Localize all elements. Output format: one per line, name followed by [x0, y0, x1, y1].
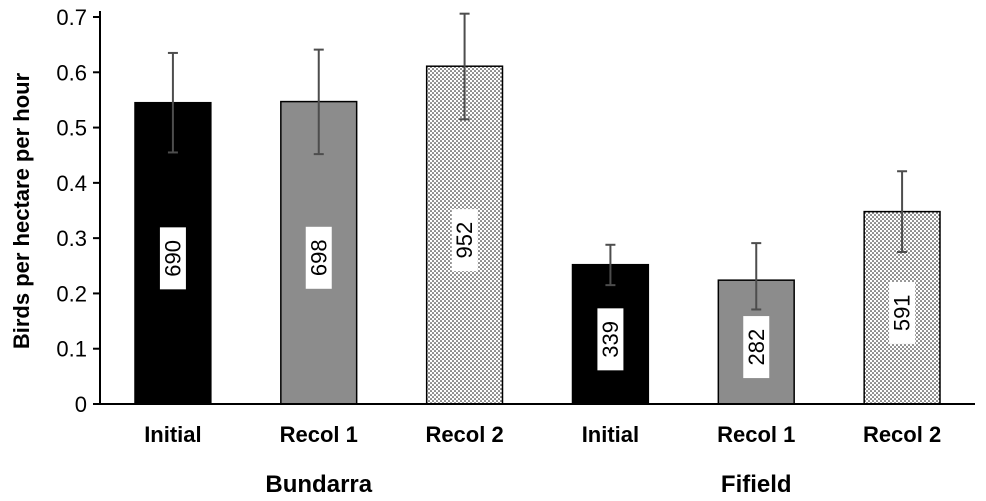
bars-layer: 690 698 952 339 282 591	[134, 12, 941, 405]
y-tick-label: 0.6	[56, 60, 87, 85]
y-axis-title: Birds per hectare per hour	[9, 72, 34, 349]
x-category-label: Recol 1	[717, 422, 795, 447]
x-category-label: Recol 1	[280, 422, 358, 447]
x-category-label: Initial	[144, 422, 201, 447]
x-category-label: Initial	[582, 422, 639, 447]
x-category-label: Recol 2	[863, 422, 941, 447]
count-label-box	[451, 209, 478, 272]
count-label-box	[889, 281, 916, 344]
count-label-box	[159, 227, 186, 290]
y-tick-label: 0.4	[56, 171, 87, 196]
y-tick-label: 0.7	[56, 5, 87, 30]
count-label: 282	[744, 329, 769, 366]
y-tick-label: 0.2	[56, 281, 87, 306]
x-group-label: Fifield	[721, 471, 792, 498]
count-label-box	[743, 316, 770, 379]
y-tick-label: 0.3	[56, 226, 87, 251]
y-tick-label: 0.5	[56, 116, 87, 141]
count-label-box	[597, 308, 624, 371]
y-tick-label: 0.1	[56, 337, 87, 362]
x-group-label: Bundarra	[265, 471, 372, 498]
count-label: 690	[160, 240, 185, 277]
x-category-label: Recol 2	[425, 422, 503, 447]
x-axis: Initial Recol 1 Recol 2 Initial Recol 1 Recol…	[100, 403, 975, 498]
count-label: 952	[452, 222, 477, 259]
count-label: 339	[598, 321, 623, 358]
count-label-box	[305, 226, 332, 289]
count-label: 698	[306, 239, 331, 276]
count-label: 591	[890, 294, 915, 331]
y-axis: 0 0.1 0.2 0.3 0.4 0.5 0.6 0.7	[56, 5, 101, 417]
y-tick-label: 0	[75, 392, 87, 417]
